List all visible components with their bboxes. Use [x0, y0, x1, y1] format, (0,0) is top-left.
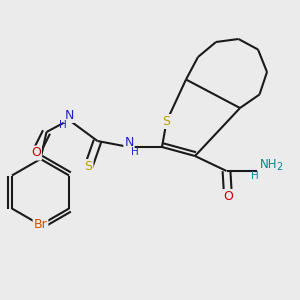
Text: O: O: [31, 146, 41, 160]
Text: H: H: [59, 120, 67, 130]
Text: N: N: [124, 136, 134, 149]
Text: S: S: [85, 160, 92, 173]
Text: H: H: [251, 171, 259, 182]
Text: N: N: [64, 109, 74, 122]
Text: 2: 2: [276, 162, 282, 172]
Text: Br: Br: [34, 218, 47, 232]
Text: NH: NH: [260, 158, 277, 172]
Text: O: O: [223, 190, 233, 203]
Text: H: H: [130, 147, 138, 158]
Text: S: S: [163, 115, 170, 128]
